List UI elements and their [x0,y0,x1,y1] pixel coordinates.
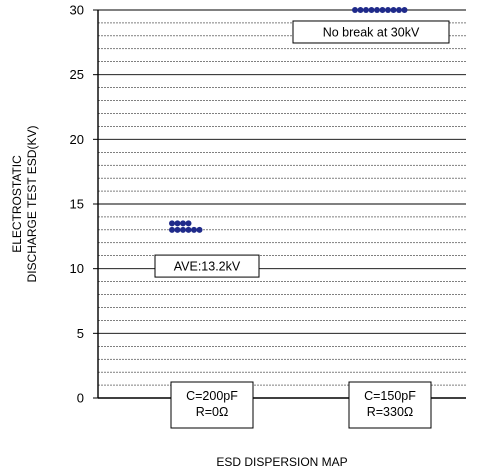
data-point [191,226,197,233]
y-tick-label: 25 [70,67,84,82]
category-labels: C=200pF R=0Ω C=150pF R=330Ω [170,381,432,429]
average-annotation: AVE:13.2kV [174,260,241,274]
data-point [180,220,186,227]
cond-150pf-label-box [348,381,432,429]
no-break-annotation-box [292,20,450,44]
no-break-annotation: No break at 30kV [323,25,420,39]
data-point [174,220,181,227]
y-tick-label: 15 [70,197,84,212]
cond-150pf-label-line: R=330Ω [367,405,414,419]
cond-150pf-label-line: C=150pF [364,389,416,403]
data-point [185,226,192,233]
data-point [368,7,375,13]
y-tick-labels: 0 5 10 15 20 25 30 [70,3,98,406]
data-point [180,226,186,233]
data-point [357,7,364,13]
data-point [374,7,380,13]
grid-lines [98,9,466,386]
data-point [390,7,397,13]
data-point [385,7,391,13]
x-axis-label: ESD DISPERSION MAP [216,455,347,469]
y-axis-label-line-1: ELECTROSTATIC [10,155,24,253]
average-annotation-box [154,254,260,278]
data-point [174,226,181,233]
data-points [169,7,408,233]
data-point [379,7,386,13]
y-tick-label: 20 [70,132,84,147]
data-point [396,7,402,13]
y-tick-label: 0 [77,391,84,406]
data-point [185,220,192,227]
data-point [352,7,358,13]
data-point [196,226,203,233]
data-point [363,7,369,13]
data-point [401,7,408,13]
cond-200pf-label-box [170,381,254,429]
y-tick-label: 30 [70,3,84,18]
y-axis-label-line-2: DISCHARGE TEST ESD(KV) [25,126,39,283]
data-point [169,226,175,233]
cond-200pf-label-line: C=200pF [186,389,238,403]
cond-200pf-label-line: R=0Ω [196,405,229,419]
data-point [169,220,175,227]
y-tick-label: 10 [70,261,84,276]
annotations: AVE:13.2kV No break at 30kV [154,20,450,278]
y-tick-label: 5 [77,326,84,341]
